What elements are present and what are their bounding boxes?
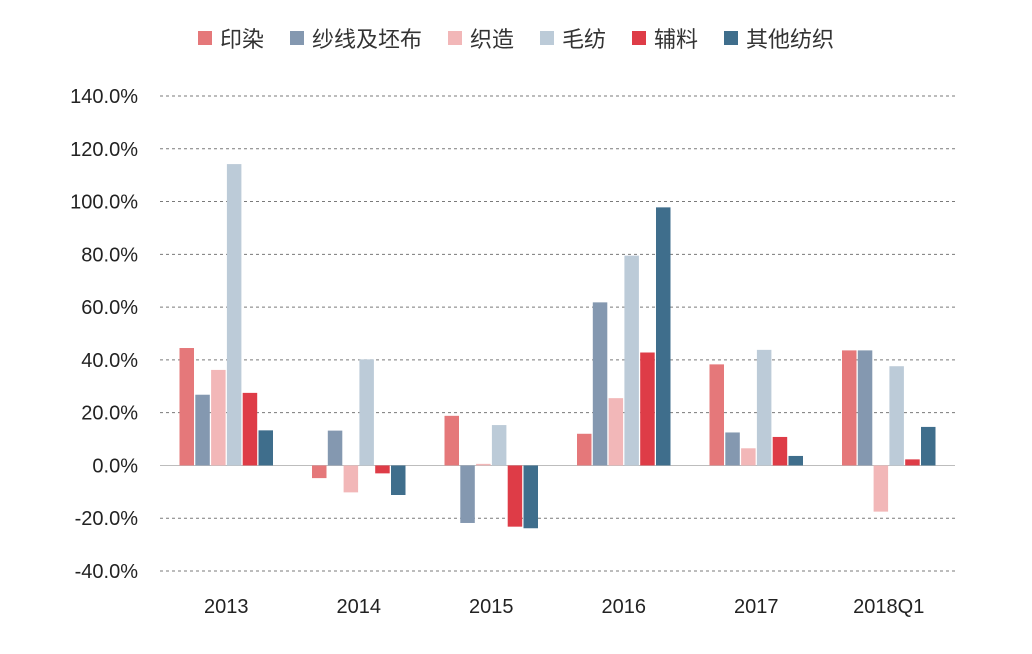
legend-label-2: 织造: [469, 28, 514, 53]
bar-2015-4: [507, 465, 523, 527]
bar-2018Q1-1: [857, 350, 873, 466]
y-tick-label: 80.0%: [81, 244, 138, 266]
bar-2015-3: [491, 425, 507, 466]
bar-2014-0: [312, 465, 327, 479]
y-tick-label: 40.0%: [81, 350, 138, 372]
bar-2014-2: [343, 465, 359, 493]
legend-item-0: 印染: [197, 22, 264, 54]
bar-2017-0: [709, 364, 724, 466]
legend-item-2: 织造: [447, 22, 514, 54]
y-tick-label: 100.0%: [70, 192, 138, 214]
bar-2017-4: [772, 436, 788, 466]
bar-2018Q1-3: [889, 366, 904, 466]
bar-2013-4: [242, 392, 258, 466]
legend-item-5: 其他纺织: [724, 22, 834, 54]
bar-2015-1: [460, 465, 475, 523]
bar-2013-2: [211, 369, 226, 466]
bar-2018Q1-5: [921, 426, 936, 466]
bar-2015-2: [476, 463, 491, 466]
y-tick-label: 0.0%: [92, 455, 138, 477]
y-tick-label: 20.0%: [81, 403, 138, 425]
bar-2016-0: [577, 433, 592, 466]
bar-2015-0: [444, 415, 459, 466]
legend-swatch-2: [447, 31, 462, 45]
y-tick-label: -40.0%: [75, 561, 139, 583]
bar-2018Q1-2: [873, 465, 889, 512]
legend-label-3: 毛纺: [562, 28, 607, 53]
ytick-layer: 140.0% 120.0% 100.0% 80.0% 60.0% 40.0% 20.0% 0.…: [70, 86, 138, 583]
bar-2013-3: [226, 164, 242, 466]
y-tick-label: 140.0%: [70, 86, 138, 108]
bar-2013-0: [179, 348, 194, 466]
bar-2015-5: [523, 465, 538, 529]
y-tick-label: -20.0%: [75, 508, 139, 530]
bars-layer: [179, 164, 936, 529]
legend-swatch-1: [289, 31, 304, 45]
legend-label-0: 印染: [219, 28, 264, 53]
bar-2013-5: [258, 430, 273, 466]
legend-item-3: 毛纺: [540, 22, 606, 54]
x-tick-label: 2017: [734, 596, 779, 618]
bar-2016-5: [656, 207, 671, 466]
bar-2014-3: [359, 359, 374, 466]
bar-2017-2: [741, 448, 756, 466]
grid-layer: [160, 95, 955, 572]
legend-item-4: 辅料: [632, 22, 698, 54]
xtick-layer: 2013 2014 2015 2016 2017 2018Q1: [204, 596, 924, 618]
x-tick-label: 2013: [204, 596, 249, 618]
bar-2017-3: [756, 349, 772, 466]
bar-2014-5: [391, 465, 406, 495]
bar-2016-2: [608, 398, 624, 466]
x-tick-label: 2015: [469, 596, 514, 618]
legend-swatch-4: [632, 31, 647, 45]
legend-label-4: 辅料: [654, 28, 699, 53]
bar-2013-1: [195, 394, 210, 466]
bar-2017-1: [725, 432, 740, 466]
x-tick-label: 2014: [337, 596, 382, 618]
x-tick-label: 2016: [602, 596, 647, 618]
legend-item-1: 纱线及坯布: [289, 22, 422, 54]
bar-2017-5: [788, 455, 803, 466]
bar-2016-4: [640, 352, 655, 466]
y-tick-label: 120.0%: [70, 139, 138, 161]
bar-2016-3: [624, 255, 639, 466]
legend-swatch-5: [724, 31, 739, 45]
legend-label-5: 其他纺织: [746, 28, 835, 53]
bar-2014-1: [327, 430, 343, 466]
chart-legend: 印染 纱线及坯布 织造 毛纺 辅料 其他纺织: [0, 18, 1032, 58]
bar-2018Q1-4: [905, 459, 920, 466]
legend-swatch-3: [540, 31, 554, 45]
bar-2014-4: [375, 465, 390, 474]
legend-label-1: 纱线及坯布: [311, 28, 422, 53]
y-tick-label: 60.0%: [81, 297, 138, 319]
legend-swatch-0: [197, 31, 212, 45]
x-tick-label: 2018Q1: [853, 596, 924, 618]
bar-2016-1: [592, 302, 608, 466]
bar-2018Q1-0: [842, 350, 857, 466]
